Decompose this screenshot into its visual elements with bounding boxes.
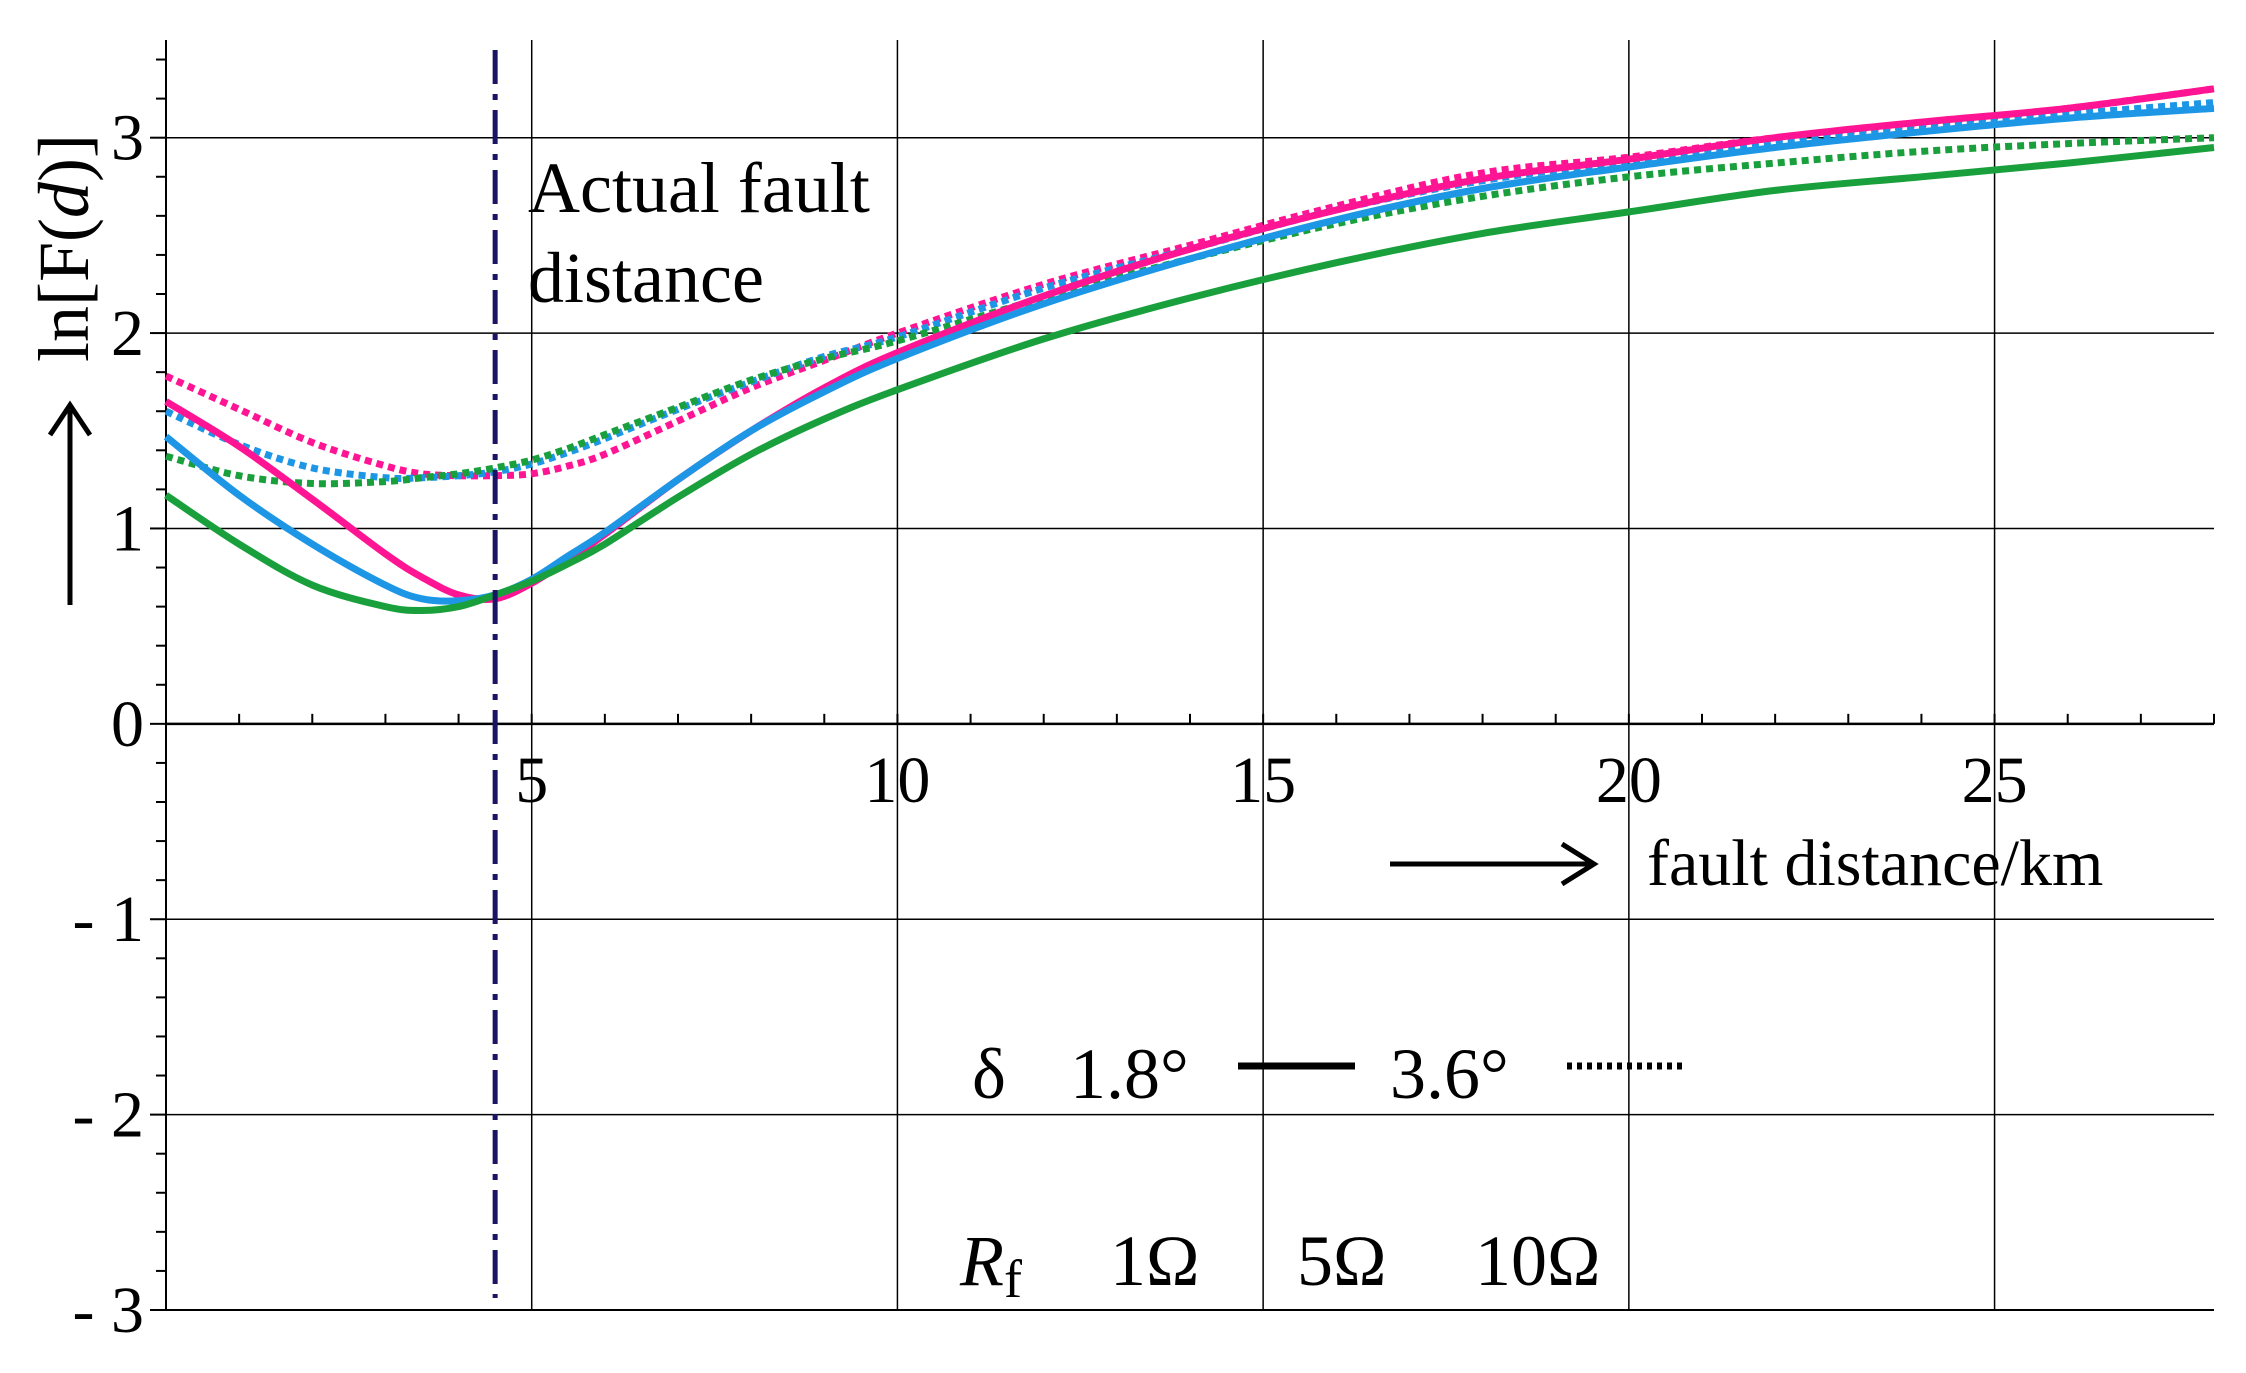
legend-rf-symbol: R (959, 1221, 1004, 1301)
y-tick-label: - 2 (73, 1079, 144, 1152)
legend-rf-item-5ohm: 5Ω (1297, 1221, 1387, 1301)
series-line-5ohm-solid (163, 104, 2215, 605)
y-axis-arrow (47, 400, 93, 605)
annotation-line-1: Actual fault (528, 148, 870, 228)
annotation-line-2: distance (528, 238, 764, 318)
x-tick-label: 10 (864, 744, 930, 817)
y-tick-label: 1 (111, 492, 144, 565)
x-tick-label: 15 (1230, 744, 1296, 817)
y-axis-label: ln[F(d)] (24, 134, 104, 362)
x-axis-arrow (1390, 841, 1599, 887)
legend-dotted-label: 3.6° (1390, 1034, 1509, 1114)
y-axis-label-prefix: ln[F( (24, 218, 104, 362)
y-tick-label: - 3 (73, 1274, 144, 1347)
legend-rf-subscript: f (1004, 1249, 1022, 1309)
y-tick-label: 3 (111, 102, 144, 175)
legend-delta-symbol: δ (972, 1034, 1006, 1114)
legend-rf-item-10ohm: 10Ω (1475, 1221, 1601, 1301)
minor-ticks (150, 58, 2215, 1311)
series-line-10ohm-solid (164, 144, 2215, 615)
series-lines (163, 85, 2215, 615)
y-axis-label-var: d (24, 181, 104, 218)
legend-solid-label: 1.8° (1070, 1034, 1189, 1114)
x-tick-label: 25 (1962, 744, 2028, 817)
y-tick-label: - 1 (73, 883, 144, 956)
series-line-10ohm-dotted (165, 134, 2215, 488)
y-tick-labels: - 3 - 2 - 1 0 1 2 3 (73, 102, 144, 1347)
grid (165, 40, 2214, 1311)
x-tick-label: 20 (1596, 744, 1662, 817)
x-tick-labels: 5 10 15 20 25 (515, 744, 2027, 817)
legend-rf-label: Rf (959, 1221, 1022, 1309)
svg-text:ln[F(d)]: ln[F(d)] (24, 134, 104, 362)
x-tick-label: 5 (515, 744, 548, 817)
series-line-1ohm-solid (164, 85, 2215, 604)
x-axis-label: fault distance/km (1647, 827, 2103, 900)
y-tick-label: 0 (111, 688, 144, 761)
y-tick-label: 2 (111, 297, 144, 370)
series-line-5ohm-dotted (164, 99, 2215, 482)
series-line-1ohm-dotted (164, 85, 2215, 480)
y-axis-label-suffix: )] (24, 134, 104, 182)
legend-rf-item-1ohm: 1Ω (1110, 1221, 1200, 1301)
plot-frame (166, 40, 2214, 1310)
